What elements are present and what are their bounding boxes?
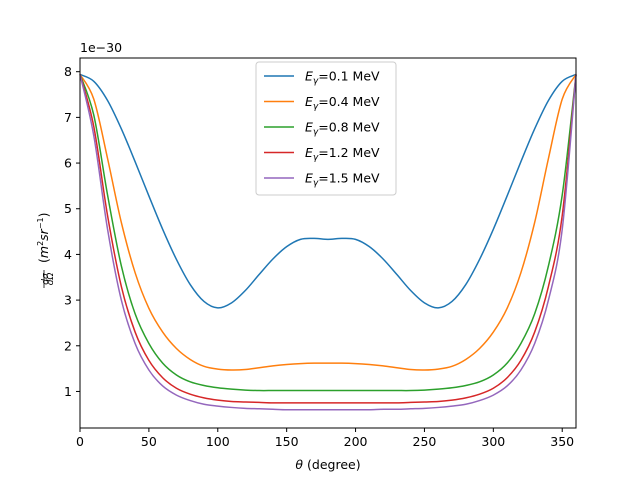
y-tick-label: 7 [64,110,72,125]
svg-text:dσ: dσ [41,273,51,285]
y-tick-label: 5 [64,201,72,216]
x-tick-label: 150 [275,434,299,449]
x-tick-label: 100 [206,434,230,449]
x-tick-label: 250 [413,434,437,449]
legend-label-5: Eγ=1.5 MeV [305,171,380,189]
x-tick-label: 300 [481,434,505,449]
y-axis: 1 2 3 4 5 6 7 8 [64,64,80,399]
x-axis: 0 50 100 150 200 250 300 350 [76,428,574,449]
y-tick-label: 3 [64,293,72,308]
x-axis-label: θ (degree) [295,457,360,472]
series-line-1 [79,73,577,309]
y-axis-label: dσ dΩ (m2sr−1) [36,212,56,288]
legend-label-2: Eγ=0.4 MeV [305,94,380,112]
legend-label-4: Eγ=1.2 MeV [305,145,380,163]
x-tick-label: 0 [76,434,84,449]
svg-text:(m2sr−1): (m2sr−1) [36,212,51,263]
series-layer [79,73,577,411]
x-tick-label: 350 [550,434,574,449]
series-line-4 [79,74,577,404]
legend-label-3: Eγ=0.8 MeV [305,120,380,138]
series-line-5 [79,74,577,411]
y-tick-label: 2 [64,338,72,353]
y-offset-text: 1e−30 [80,40,122,55]
legend-box [255,61,397,196]
y-tick-label: 8 [64,64,72,79]
plot-frame [79,57,577,429]
x-tick-label: 200 [344,434,368,449]
series-line-3 [79,74,577,392]
svg-text:dΩ: dΩ [46,273,56,286]
series-line-2 [79,74,577,371]
y-tick-label: 6 [64,156,72,171]
legend: Eγ=0.1 MeV Eγ=0.4 MeV Eγ=0.8 MeV Eγ=1.2 MeV… [255,61,397,196]
y-tick-label: 1 [64,384,72,399]
y-tick-label: 4 [64,247,72,262]
legend-label-1: Eγ=0.1 MeV [305,69,380,87]
x-tick-label: 50 [141,434,157,449]
